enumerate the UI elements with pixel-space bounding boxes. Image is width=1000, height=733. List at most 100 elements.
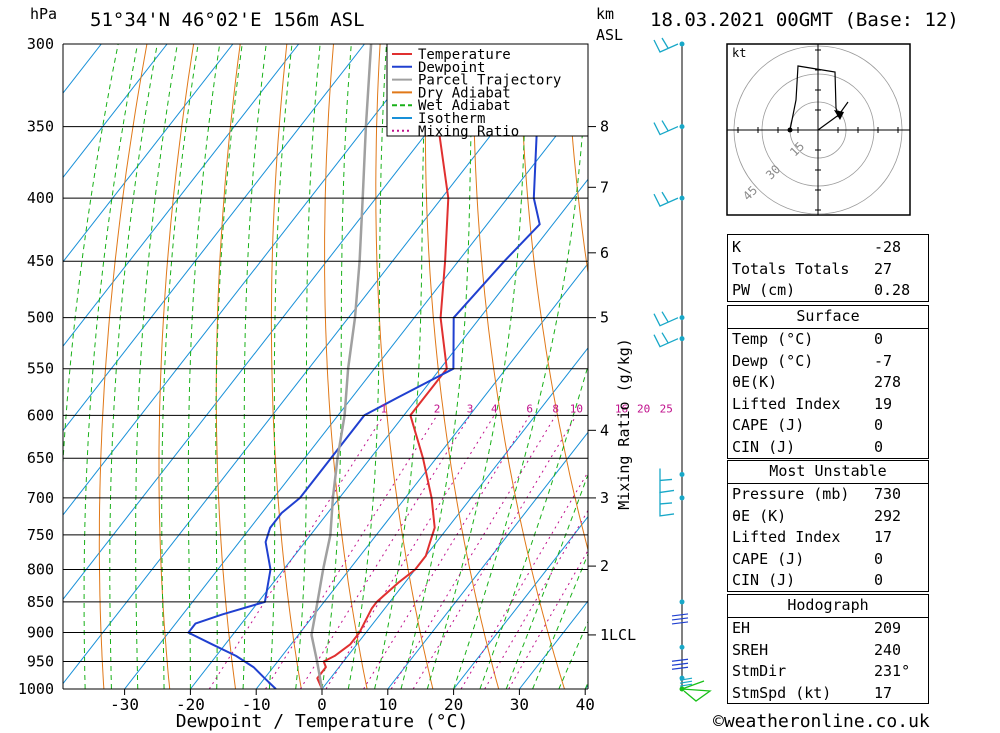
surface-index-value: 0 bbox=[874, 416, 884, 434]
surface-index-row: Dewp (°C) -7 bbox=[728, 351, 928, 372]
isotherm-line bbox=[453, 515, 588, 689]
surface-index-row: Temp (°C) 0 bbox=[728, 329, 928, 350]
index-row: K -28 bbox=[728, 237, 928, 258]
index-value: 27 bbox=[874, 259, 893, 278]
mixing-ratio-label: 25 bbox=[660, 402, 673, 415]
hodograph-unit-label: kt bbox=[732, 46, 746, 60]
pressure-tick-label: 800 bbox=[27, 560, 54, 578]
index-row: Totals Totals 27 bbox=[728, 259, 928, 280]
pressure-tick-label: 950 bbox=[27, 653, 54, 671]
legend-label: Dry Adiabat bbox=[418, 85, 511, 101]
wind-level-dot bbox=[679, 315, 685, 321]
surface-index-row: CAPE (J) 0 bbox=[728, 415, 928, 436]
most-unstable-title: Most Unstable bbox=[769, 462, 887, 480]
storm-motion-vector bbox=[817, 113, 841, 131]
hodograph-index-value: 209 bbox=[874, 619, 902, 637]
asl-unit-label: ASL bbox=[596, 26, 623, 44]
wet-adiabat-line bbox=[63, 44, 119, 471]
hodograph-stats-title: Hodograph bbox=[787, 596, 869, 614]
isotherm-line bbox=[124, 94, 588, 689]
dry-adiabat-line bbox=[158, 44, 195, 689]
legend-label: Isotherm bbox=[418, 111, 485, 127]
mu-index-value: 0 bbox=[874, 549, 884, 568]
mixing-ratio-line bbox=[508, 549, 588, 689]
mixing-ratio-label: 8 bbox=[552, 402, 559, 415]
dry-adiabat-line bbox=[940, 44, 1000, 689]
dry-adiabat-line bbox=[215, 44, 241, 689]
hodograph-index-value: 231° bbox=[874, 662, 911, 680]
mu-index-value: 17 bbox=[874, 528, 893, 546]
isotherm-line bbox=[321, 347, 588, 689]
isotherm-line bbox=[63, 44, 365, 432]
mixing-ratio-label: 3 bbox=[467, 402, 474, 415]
hodograph-index-row: StmDir 231° bbox=[728, 661, 928, 682]
pressure-tick-label: 750 bbox=[27, 526, 54, 544]
mu-index-value: 292 bbox=[874, 506, 902, 525]
km-unit-label: km bbox=[596, 5, 614, 23]
indices-top-panel: K -28 Totals Totals 27 PW (cm) 0.28 bbox=[727, 234, 929, 302]
datetime-title: 18.03.2021 00GMT (Base: 12) bbox=[650, 9, 959, 31]
km-tick-label: 2 bbox=[600, 557, 609, 575]
surface-index-key: CAPE (J) bbox=[732, 416, 805, 434]
legend-label: Mixing Ratio bbox=[418, 124, 519, 140]
x-tick-label: 0 bbox=[317, 695, 327, 714]
mixing-ratio-label: 4 bbox=[491, 402, 498, 415]
wind-barb bbox=[653, 37, 679, 53]
hodograph-index-key: EH bbox=[732, 619, 751, 637]
surface-index-key: Temp (°C) bbox=[732, 330, 814, 348]
index-key: K bbox=[732, 238, 742, 256]
dry-adiabat-line bbox=[324, 44, 368, 689]
wind-level-dot bbox=[679, 599, 685, 605]
km-tick-label: 5 bbox=[600, 309, 609, 327]
isotherm-line bbox=[255, 262, 588, 689]
surface-title: Surface bbox=[796, 307, 860, 325]
wet-adiabat-line bbox=[83, 44, 139, 689]
km-tick-label: 3 bbox=[600, 489, 609, 507]
wind-barb bbox=[671, 658, 689, 670]
wet-adiabat-line bbox=[453, 44, 588, 689]
mu-index-row: Lifted Index 17 bbox=[728, 527, 928, 548]
wet-adiabat-line bbox=[215, 44, 243, 689]
surface-index-row: Lifted Index 19 bbox=[728, 394, 928, 415]
mu-index-row: CIN (J) 0 bbox=[728, 570, 928, 591]
wind-level-dot bbox=[679, 124, 685, 130]
wet-adiabat-line bbox=[295, 44, 321, 689]
footer-credit: ©weatheronline.co.uk bbox=[713, 711, 930, 732]
pressure-tick-label: 500 bbox=[27, 309, 54, 327]
km-tick-label: 4 bbox=[600, 421, 609, 439]
dry-adiabat-line bbox=[98, 44, 148, 689]
mu-index-value: 730 bbox=[874, 485, 902, 503]
isotherm-line bbox=[63, 44, 431, 516]
hodograph-index-key: SREH bbox=[732, 640, 769, 659]
x-tick-label: 40 bbox=[576, 695, 595, 714]
mixing-ratio-line bbox=[265, 415, 438, 689]
storm-motion-arrowhead bbox=[834, 110, 844, 120]
x-tick-label: 30 bbox=[510, 695, 529, 714]
wind-level-dot bbox=[679, 644, 685, 650]
surface-index-value: 0 bbox=[874, 437, 884, 456]
km-tick-label: 7 bbox=[600, 178, 609, 196]
wind-barb bbox=[653, 332, 679, 348]
x-tick-label: -20 bbox=[176, 695, 205, 714]
surface-index-row: CIN (J) 0 bbox=[728, 437, 928, 458]
dry-adiabat-line bbox=[424, 44, 500, 689]
most-unstable-panel: Most Unstable Pressure (mb) 730 θE (K) 292 L… bbox=[727, 460, 929, 592]
km-tick-label: 8 bbox=[600, 118, 609, 136]
mu-index-key: θE (K) bbox=[732, 506, 787, 525]
mixing-ratio-label: 16 bbox=[615, 402, 628, 415]
pressure-tick-label: 900 bbox=[27, 624, 54, 642]
wet-adiabat-line bbox=[161, 44, 199, 689]
wind-barb bbox=[681, 680, 712, 702]
pressure-tick-label: 350 bbox=[27, 118, 54, 136]
legend-label: Dewpoint bbox=[418, 60, 485, 76]
wet-adiabat-line bbox=[347, 44, 387, 689]
pressure-tick-label: 700 bbox=[27, 489, 54, 507]
temperature-profile-line bbox=[316, 44, 450, 689]
pressure-tick-label: 400 bbox=[27, 189, 54, 207]
x-tick-label: 10 bbox=[378, 695, 397, 714]
wet-adiabat-line bbox=[187, 44, 221, 689]
dry-adiabat-line bbox=[566, 44, 588, 276]
legend-label: Parcel Trajectory bbox=[418, 73, 561, 89]
isotherm-line bbox=[63, 44, 168, 179]
isotherm-line bbox=[63, 44, 563, 685]
